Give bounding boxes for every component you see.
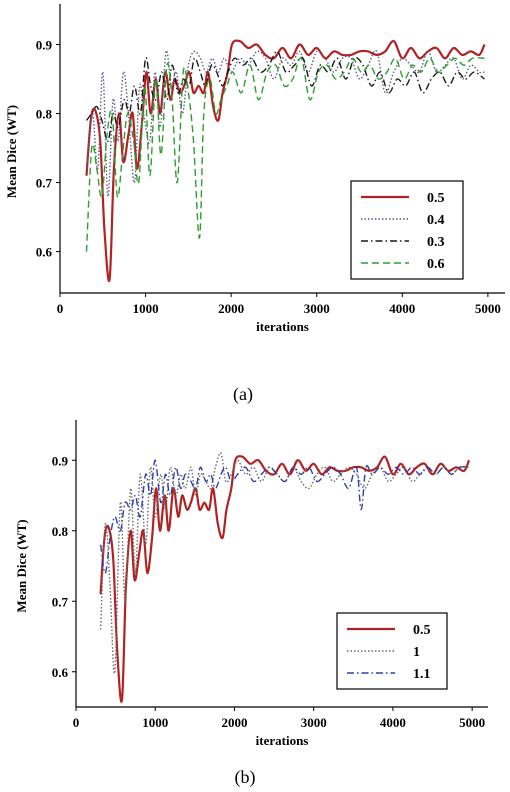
- chart-a-legend-label: 0.4: [427, 213, 445, 228]
- chart-a-legend: [350, 180, 464, 280]
- chart-b-x-tick-label: 2000: [221, 715, 247, 730]
- chart-b-legend-label: 1.1: [413, 667, 431, 682]
- chart-a-x-tick-label: 0: [57, 301, 64, 316]
- chart-b-x-tick-label: 4000: [380, 715, 406, 730]
- chart-a-y-axis-title: Mean Dice (WT): [4, 105, 19, 198]
- chart-a-y-tick-label: 0.6: [36, 245, 53, 260]
- chart-b-x-tick-label: 1000: [142, 715, 168, 730]
- chart-a-series-line-1: [85, 49, 485, 198]
- chart-panel-b: 0 1000 2000 3000 4000 5000 0.6 0.7 0.8 0.9 iterati…: [0, 420, 510, 792]
- chart-b-y-tick-label: 0.6: [52, 665, 69, 680]
- chart-a-caption: (a): [233, 384, 253, 405]
- chart-b-x-tick-label: 5000: [459, 715, 485, 730]
- chart-b-x-tick-label: 3000: [301, 715, 327, 730]
- chart-a-x-tick-label: 1000: [133, 301, 159, 316]
- chart-a-legend-label: 0.6: [427, 257, 445, 272]
- chart-b-x-tick-label: 0: [73, 715, 80, 730]
- chart-a-x-tick-label: 5000: [475, 301, 501, 316]
- chart-a-y-tick-label: 0.9: [36, 38, 53, 53]
- chart-a-y-tick-label: 0.7: [36, 176, 53, 191]
- chart-a-legend-label: 0.3: [427, 235, 445, 250]
- chart-b-legend-label: 0.5: [413, 623, 431, 638]
- chart-b-legend: [336, 612, 448, 690]
- chart-b-series-line-2: [99, 459, 470, 574]
- chart-panel-a: 0 1000 2000 3000 4000 5000 0.6 0.7 0.8 0.9 iterati…: [4, 4, 505, 405]
- chart-a-x-tick-label: 4000: [389, 301, 415, 316]
- chart-b-caption: (b): [235, 767, 256, 788]
- chart-b-series-line-1: [99, 452, 470, 675]
- chart-a-x-tick-label: 2000: [218, 301, 244, 316]
- chart-a-legend-label: 0.5: [427, 191, 445, 206]
- chart-a-y-tick-label: 0.8: [36, 107, 53, 122]
- chart-b-y-tick-label: 0.8: [52, 524, 69, 539]
- chart-b-y-tick-label: 0.9: [52, 453, 69, 468]
- chart-b-x-axis-title: iterations: [256, 733, 309, 748]
- chart-a-x-axis-title: iterations: [256, 319, 309, 334]
- chart-b-y-tick-label: 0.7: [52, 594, 69, 609]
- chart-a-x-tick-label: 3000: [304, 301, 330, 316]
- chart-b-svg: 0 1000 2000 3000 4000 5000 0.6 0.7 0.8 0.9 iterati…: [14, 420, 488, 788]
- chart-a-svg: 0 1000 2000 3000 4000 5000 0.6 0.7 0.8 0.9 iterati…: [4, 4, 505, 405]
- chart-b-y-axis-title: Mean Dice (WT): [14, 519, 29, 612]
- chart-a-series-line-2: [85, 50, 485, 142]
- chart-b-legend-label: 1: [413, 645, 420, 660]
